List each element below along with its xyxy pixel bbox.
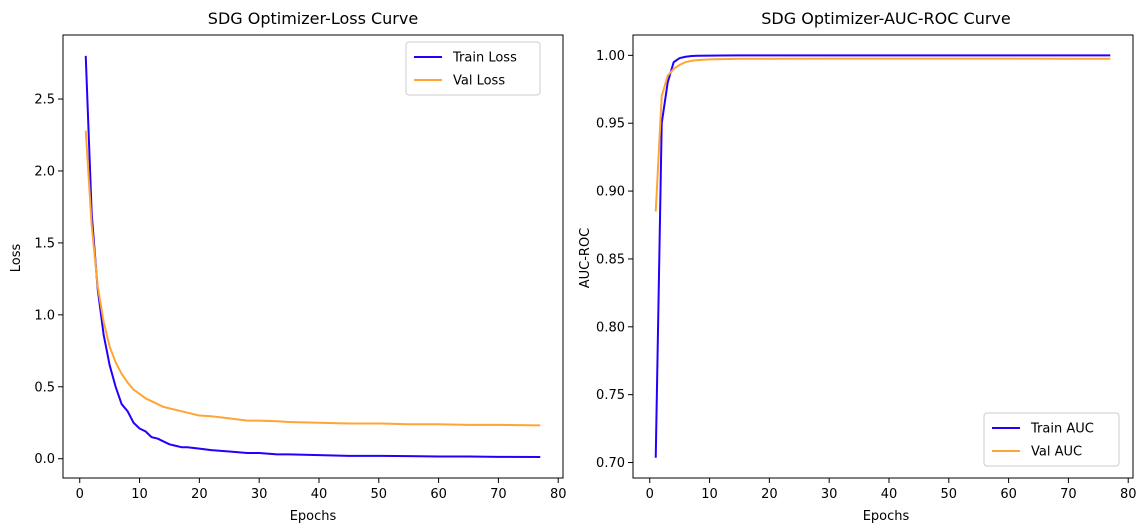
chart-title: SDG Optimizer-AUC-ROC Curve — [761, 9, 1010, 28]
legend-label: Train AUC — [1030, 422, 1094, 437]
x-tick-label: 20 — [191, 487, 208, 502]
series-line-val-loss — [84, 130, 541, 427]
legend-box — [983, 412, 1120, 467]
series-line-val-auc — [654, 57, 1111, 212]
chart-title: SDG Optimizer-Loss Curve — [208, 9, 418, 28]
y-tick-label: 0.5 — [34, 380, 55, 395]
loss-chart: SDG Optimizer-Loss Curve Epochs Loss 0 10… — [9, 9, 566, 524]
x-tick-label: 20 — [761, 487, 778, 502]
x-tick-label: 70 — [490, 487, 507, 502]
x-tick-label: 80 — [550, 487, 567, 502]
auc-roc-chart: SDG Optimizer-AUC-ROC Curve Epochs AUC-R… — [578, 9, 1136, 524]
y-tick-label: 0.90 — [596, 185, 625, 200]
x-tick-label: 40 — [311, 487, 328, 502]
y-tick-label: 0.95 — [596, 117, 625, 132]
legend-label: Val AUC — [1031, 445, 1082, 460]
x-tick-label: 70 — [1060, 487, 1077, 502]
y-tick-label: 2.0 — [34, 164, 55, 179]
y-axis-label: AUC-ROC — [578, 228, 593, 289]
legend: Train Loss Val Loss — [405, 41, 541, 96]
y-tick-label: 0.80 — [596, 320, 625, 335]
y-tick-label: 1.5 — [34, 236, 55, 251]
y-tick-label: 2.5 — [34, 93, 55, 108]
x-tick-label: 30 — [821, 487, 838, 502]
x-axis-label: Epochs — [863, 509, 910, 524]
x-tick-label: 10 — [131, 487, 148, 502]
x-tick-label: 30 — [251, 487, 268, 502]
x-tick-label: 10 — [701, 487, 718, 502]
x-tick-label: 0 — [646, 487, 654, 502]
legend-label: Train Loss — [452, 51, 517, 66]
plot-frame — [62, 34, 564, 479]
legend-box — [405, 41, 541, 96]
x-tick-label: 60 — [1000, 487, 1017, 502]
plot-frame — [632, 34, 1134, 479]
x-tick-label: 50 — [371, 487, 388, 502]
y-tick-label: 1.00 — [596, 49, 625, 64]
x-tick-label: 50 — [941, 487, 958, 502]
legend-label: Val Loss — [453, 74, 505, 89]
y-axis-label: Loss — [9, 244, 24, 273]
y-tick-label: 1.0 — [34, 308, 55, 323]
y-tick-label: 0.75 — [596, 388, 625, 403]
x-tick-label: 80 — [1120, 487, 1137, 502]
series-line-train-loss — [84, 55, 541, 458]
y-tick-label: 0.70 — [596, 456, 625, 471]
series-line-train-auc — [654, 54, 1111, 458]
x-tick-label: 40 — [881, 487, 898, 502]
x-tick-label: 0 — [76, 487, 84, 502]
y-tick-label: 0.0 — [34, 452, 55, 467]
x-tick-label: 60 — [430, 487, 447, 502]
x-axis-label: Epochs — [290, 509, 337, 524]
y-tick-label: 0.85 — [596, 252, 625, 267]
legend: Train AUC Val AUC — [983, 412, 1120, 467]
